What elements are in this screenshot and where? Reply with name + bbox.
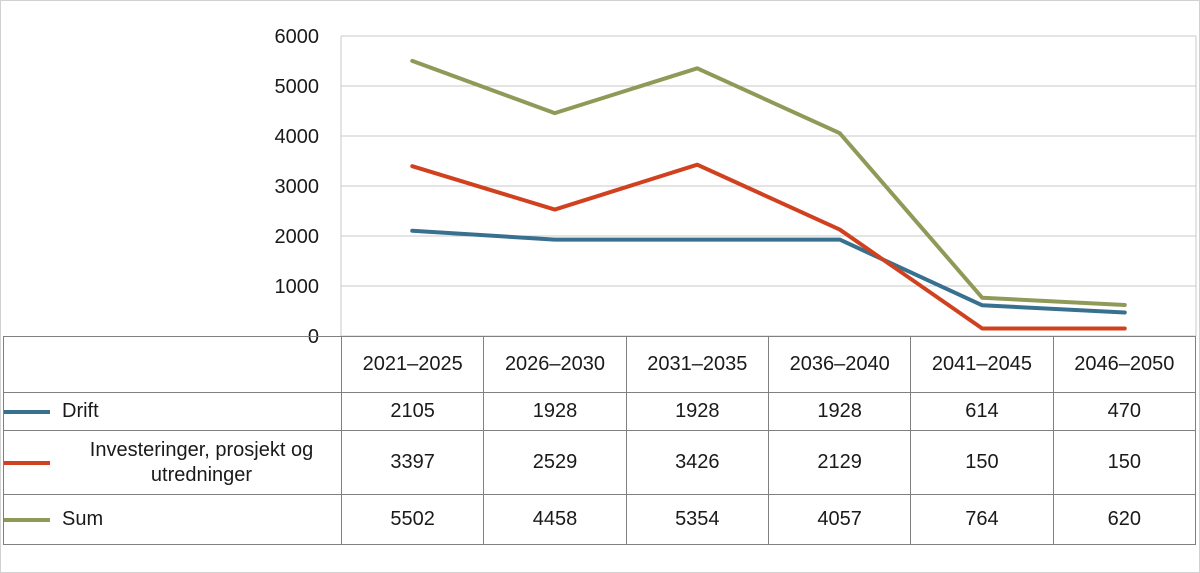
series-line-drift: [410, 228, 1127, 315]
column-header: 2026–2030: [483, 336, 627, 393]
y-axis-tick-label: 4000: [275, 126, 320, 148]
table-cell: 3397: [340, 430, 485, 495]
series-line-sum: [410, 58, 1127, 307]
column-header: 2041–2045: [910, 336, 1054, 393]
legend-swatch-drift: [4, 409, 50, 414]
legend-cell-investeringer: Investeringer, prosjekt og utredninger: [3, 430, 342, 495]
table-cell: 5354: [625, 494, 769, 545]
table-cell: 1928: [625, 392, 769, 431]
table-cell: 150: [910, 430, 1054, 495]
column-header: 2046–2050: [1052, 336, 1197, 393]
table-cell: 150: [1052, 430, 1197, 495]
y-axis-tick-label: 3000: [275, 176, 320, 198]
table-cell: 1928: [483, 392, 627, 431]
table-cell: 4458: [483, 494, 627, 545]
column-header: 2031–2035: [625, 336, 769, 393]
legend-label-drift: Drift: [62, 400, 99, 422]
legend-label-sum: Sum: [62, 508, 104, 530]
table-cell: 5502: [340, 494, 485, 545]
legend-cell-drift: Drift: [3, 392, 342, 431]
y-axis-tick-label: 6000: [275, 26, 320, 48]
table-row-investeringer: Investeringer, prosjekt og utredninger 3…: [3, 430, 1197, 495]
series-line-investeringer: [410, 162, 1127, 331]
column-header: 2036–2040: [767, 336, 912, 393]
y-axis-tick-label: 1000: [275, 276, 320, 298]
y-axis-tick-label: 5000: [275, 76, 320, 98]
table-cell: 2129: [767, 430, 912, 495]
table-cell: 614: [910, 392, 1054, 431]
legend-swatch-investeringer: [4, 460, 50, 465]
legend-cell-sum: Sum: [3, 494, 342, 545]
table-row-drift: Drift 2105 1928 1928 1928 614 470: [3, 392, 1197, 431]
legend-label-investeringer: Investeringer, prosjekt og utredninger: [89, 438, 314, 486]
y-axis-tick-label: 2000: [275, 226, 320, 248]
data-table: 2021–2025 2026–2030 2031–2035 2036–2040 …: [3, 336, 1197, 545]
legend-swatch-sum: [4, 517, 50, 522]
table-cell: 3426: [625, 430, 769, 495]
table-cell: 2529: [483, 430, 627, 495]
table-corner-blank: [3, 336, 342, 393]
table-cell: 1928: [767, 392, 912, 431]
table-header-row: 2021–2025 2026–2030 2031–2035 2036–2040 …: [3, 336, 1197, 393]
table-row-sum: Sum 5502 4458 5354 4057 764 620: [3, 494, 1197, 545]
table-cell: 620: [1052, 494, 1197, 545]
table-cell: 2105: [340, 392, 485, 431]
table-cell: 470: [1052, 392, 1197, 431]
table-cell: 764: [910, 494, 1054, 545]
table-cell: 4057: [767, 494, 912, 545]
column-header: 2021–2025: [340, 336, 485, 393]
